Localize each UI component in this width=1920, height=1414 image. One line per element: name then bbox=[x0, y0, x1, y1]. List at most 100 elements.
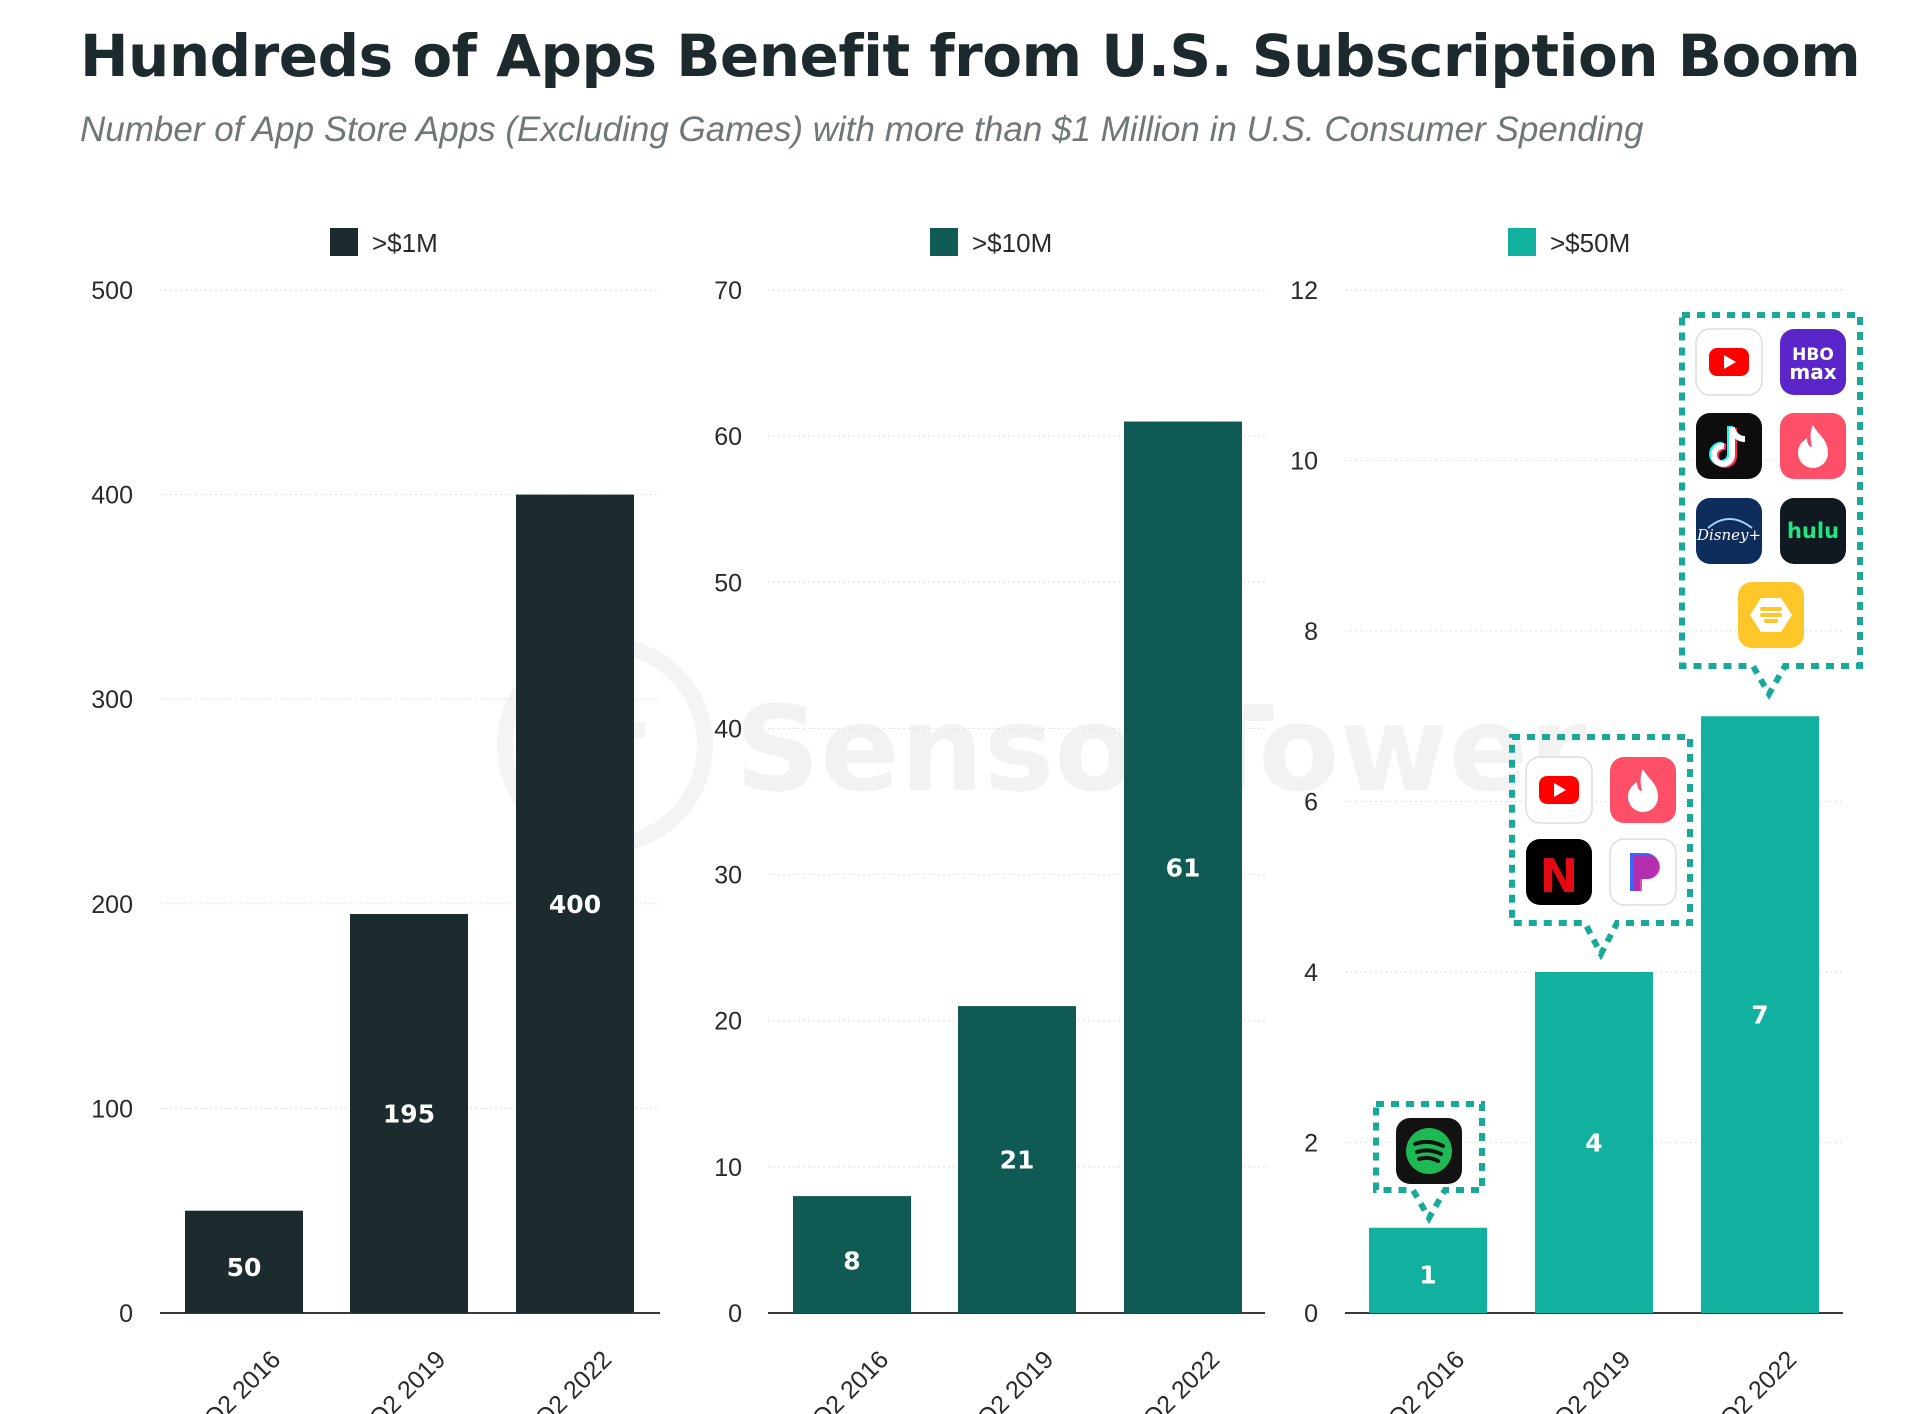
y-tick-label: 2 bbox=[1304, 1130, 1318, 1158]
y-tick-label: 30 bbox=[714, 862, 742, 890]
legend: >$10M bbox=[930, 228, 1052, 258]
tiktok-icon bbox=[1696, 413, 1762, 479]
y-tick-label: 20 bbox=[714, 1008, 742, 1036]
chart-subtitle: Number of App Store Apps (Excluding Game… bbox=[80, 110, 1644, 149]
icon-play bbox=[1554, 783, 1566, 797]
bar-q2-2022 bbox=[516, 494, 634, 1314]
data-label: 7 bbox=[1751, 1001, 1768, 1030]
pandora-icon bbox=[1609, 838, 1677, 906]
icon-line bbox=[1764, 619, 1778, 623]
bar-q2-2016 bbox=[793, 1196, 911, 1313]
y-tick-label: 400 bbox=[91, 482, 133, 510]
legend-label: >$10M bbox=[972, 228, 1052, 258]
y-tick-label: 8 bbox=[1304, 618, 1318, 646]
icon-line bbox=[1760, 607, 1782, 611]
spotify-icon bbox=[1396, 1118, 1462, 1184]
y-tick-label: 200 bbox=[91, 891, 133, 919]
data-label: 50 bbox=[227, 1253, 262, 1282]
icon-p-pink bbox=[1634, 855, 1660, 891]
icon-text: HBO bbox=[1792, 345, 1834, 365]
y-tick-label: 0 bbox=[1304, 1300, 1318, 1328]
y-tick-label: 0 bbox=[728, 1300, 742, 1328]
icon-arc bbox=[1707, 518, 1753, 529]
panel-3: >$50M 0 2 4 6 8 10 12 1 Q2 2016 4 Q2 2019 7 Q2 2022 N H… bbox=[1290, 228, 1863, 1414]
bar-q2-2019 bbox=[1535, 972, 1653, 1313]
icon-bg bbox=[1780, 329, 1846, 395]
bar-q2-2016 bbox=[1369, 1227, 1487, 1313]
panel-2: >$10M 0 10 20 30 40 50 60 70 8 Q2 2016 21 Q2 2019 61 Q… bbox=[714, 228, 1265, 1414]
x-tick-label: Q2 2019 bbox=[1549, 1346, 1637, 1414]
icon-bg bbox=[1526, 839, 1592, 905]
data-label: 1 bbox=[1419, 1261, 1436, 1290]
legend-label: >$50M bbox=[1550, 228, 1630, 258]
icon-note bbox=[1711, 427, 1746, 467]
data-label: 21 bbox=[1000, 1146, 1035, 1175]
bar-q2-2016 bbox=[185, 1210, 303, 1313]
hulu-icon: hulu bbox=[1780, 498, 1846, 564]
panel-1: >$1M 0 100 200 300 400 500 50 Q2 2016 195 Q2 2019 4… bbox=[91, 228, 660, 1414]
icon-line bbox=[1760, 613, 1782, 617]
callout-q2-2016 bbox=[1373, 1101, 1485, 1225]
data-label: 4 bbox=[1585, 1129, 1602, 1158]
icon-text: N bbox=[1540, 849, 1579, 903]
tinder-icon bbox=[1780, 413, 1846, 479]
icon-text: max bbox=[1789, 360, 1836, 384]
bar-q2-2022 bbox=[1124, 421, 1242, 1313]
x-tick-label: Q2 2022 bbox=[530, 1346, 618, 1414]
youtube-icon bbox=[1695, 328, 1763, 396]
y-tick-label: 40 bbox=[714, 715, 742, 743]
icon-waves bbox=[1413, 1139, 1445, 1163]
data-label: 400 bbox=[549, 890, 601, 919]
x-tick-label: Q2 2022 bbox=[1138, 1346, 1226, 1414]
icon-bg bbox=[1696, 498, 1762, 564]
data-label: 8 bbox=[843, 1246, 860, 1275]
icon-flame bbox=[1798, 425, 1828, 468]
icon-text: Disney+ bbox=[1696, 526, 1761, 544]
icon-bg bbox=[1780, 498, 1846, 564]
callout-border bbox=[1509, 734, 1693, 961]
bar-q2-2022 bbox=[1701, 716, 1819, 1313]
x-tick-label: Q2 2016 bbox=[199, 1346, 287, 1414]
icon-play bbox=[1724, 355, 1736, 369]
chart-title: Hundreds of Apps Benefit from U.S. Subsc… bbox=[80, 22, 1861, 90]
disney--icon: Disney+ bbox=[1696, 498, 1762, 564]
tinder-icon bbox=[1610, 757, 1676, 823]
legend-swatch bbox=[930, 228, 958, 256]
legend: >$1M bbox=[330, 228, 438, 258]
youtube-icon bbox=[1525, 756, 1593, 824]
x-tick-label: Q2 2016 bbox=[807, 1346, 895, 1414]
bumble-icon bbox=[1738, 582, 1804, 648]
legend-label: >$1M bbox=[372, 228, 438, 258]
x-tick-label: Q2 2019 bbox=[972, 1346, 1060, 1414]
y-tick-label: 0 bbox=[119, 1300, 133, 1328]
callout-border bbox=[1373, 1101, 1485, 1225]
watermark: SensorTower bbox=[497, 637, 1587, 853]
x-tick-label: Q2 2016 bbox=[1383, 1346, 1471, 1414]
data-label: 61 bbox=[1166, 853, 1201, 882]
y-tick-label: 50 bbox=[714, 569, 742, 597]
netflix-icon: N bbox=[1526, 839, 1592, 905]
data-label: 195 bbox=[383, 1100, 435, 1129]
y-tick-label: 6 bbox=[1304, 789, 1318, 817]
x-tick-label: Q2 2022 bbox=[1715, 1346, 1803, 1414]
y-tick-label: 100 bbox=[91, 1095, 133, 1123]
y-tick-label: 4 bbox=[1304, 959, 1318, 987]
bar-q2-2019 bbox=[958, 1006, 1076, 1313]
legend-swatch bbox=[330, 228, 358, 256]
x-tick-label: Q2 2019 bbox=[364, 1346, 452, 1414]
legend: >$50M bbox=[1508, 228, 1630, 258]
icon-flame bbox=[1628, 769, 1658, 812]
bar-q2-2019 bbox=[350, 914, 468, 1313]
legend-swatch bbox=[1508, 228, 1536, 256]
callout-q2-2019: N bbox=[1509, 734, 1693, 961]
y-tick-label: 70 bbox=[714, 277, 742, 305]
y-tick-label: 10 bbox=[1290, 448, 1318, 476]
callout-border bbox=[1679, 312, 1863, 701]
y-tick-label: 60 bbox=[714, 423, 742, 451]
y-tick-label: 300 bbox=[91, 686, 133, 714]
y-tick-label: 10 bbox=[714, 1154, 742, 1182]
y-tick-label: 12 bbox=[1290, 277, 1318, 305]
